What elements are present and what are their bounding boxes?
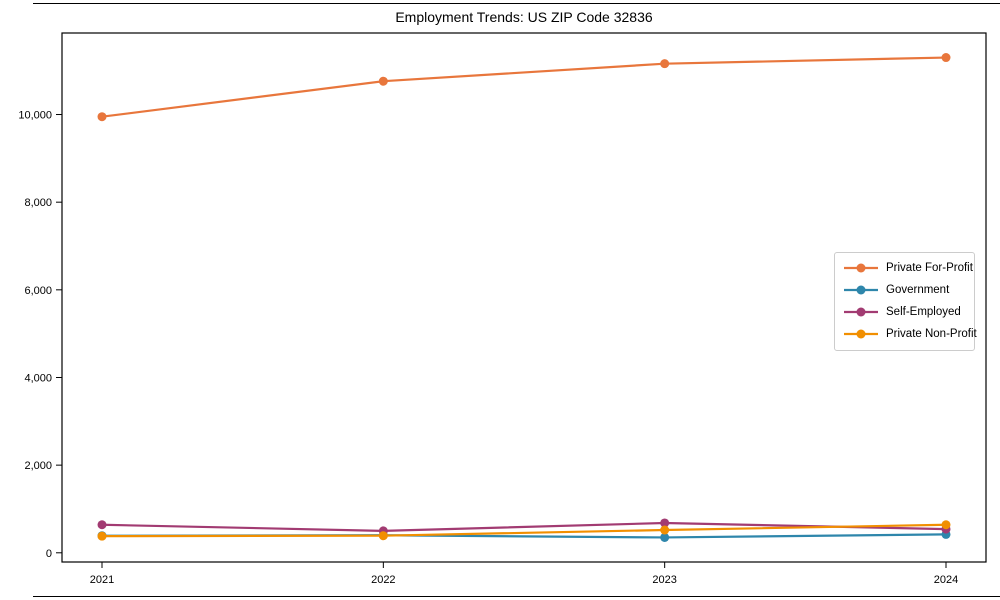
legend-entry-private-for-profit: Private For-Profit — [843, 257, 973, 279]
data-point-private-non-profit-2023 — [660, 525, 670, 535]
figure-bottom-border — [33, 596, 1000, 597]
legend: Private For-Profit Government Self-Emplo… — [834, 252, 977, 351]
legend-label: Government — [886, 284, 950, 296]
y-tick-label: 10,000 — [18, 110, 52, 122]
legend-entry-government: Government — [843, 279, 968, 301]
data-point-private-for-profit-2022 — [378, 76, 388, 86]
y-tick-label: 0 — [46, 548, 52, 560]
data-point-self-employed-2023 — [660, 518, 670, 528]
data-point-private-non-profit-2024 — [941, 520, 951, 530]
legend-entry-private-non-profit: Private Non-Profit — [843, 323, 977, 345]
legend-label: Self-Employed — [886, 306, 961, 318]
legend-label: Private For-Profit — [886, 262, 973, 274]
data-point-private-for-profit-2024 — [941, 53, 951, 63]
plot-frame — [61, 32, 987, 563]
data-point-private-for-profit-2023 — [660, 59, 670, 69]
legend-label: Private Non-Profit — [886, 328, 977, 340]
legend-entry-self-employed: Self-Employed — [843, 301, 968, 323]
series-line-private-non-profit — [101, 523, 947, 538]
legend-marker-line-icon — [844, 329, 878, 339]
series-line-self-employed — [101, 521, 947, 532]
data-point-government-2023 — [660, 532, 670, 542]
y-tick-label: 2,000 — [24, 460, 52, 472]
data-point-self-employed-2021 — [97, 520, 107, 530]
data-point-private-for-profit-2021 — [97, 112, 107, 122]
y-tick-label: 8,000 — [24, 197, 52, 209]
x-tick-label: 2022 — [371, 574, 395, 586]
y-tick-label: 4,000 — [24, 372, 52, 384]
x-tick-label: 2021 — [90, 574, 114, 586]
chart-title: Employment Trends: US ZIP Code 32836 — [395, 9, 653, 25]
legend-marker-line-icon — [844, 263, 878, 273]
x-tick-label: 2024 — [934, 574, 958, 586]
figure-top-border — [33, 3, 1000, 4]
x-tick-label: 2023 — [652, 574, 676, 586]
legend-marker-line-icon — [844, 285, 878, 295]
data-point-private-non-profit-2021 — [97, 531, 107, 541]
data-point-private-non-profit-2022 — [378, 531, 388, 541]
y-tick-label: 6,000 — [24, 285, 52, 297]
series-line-private-for-profit — [101, 56, 947, 118]
legend-marker-line-icon — [844, 307, 878, 317]
